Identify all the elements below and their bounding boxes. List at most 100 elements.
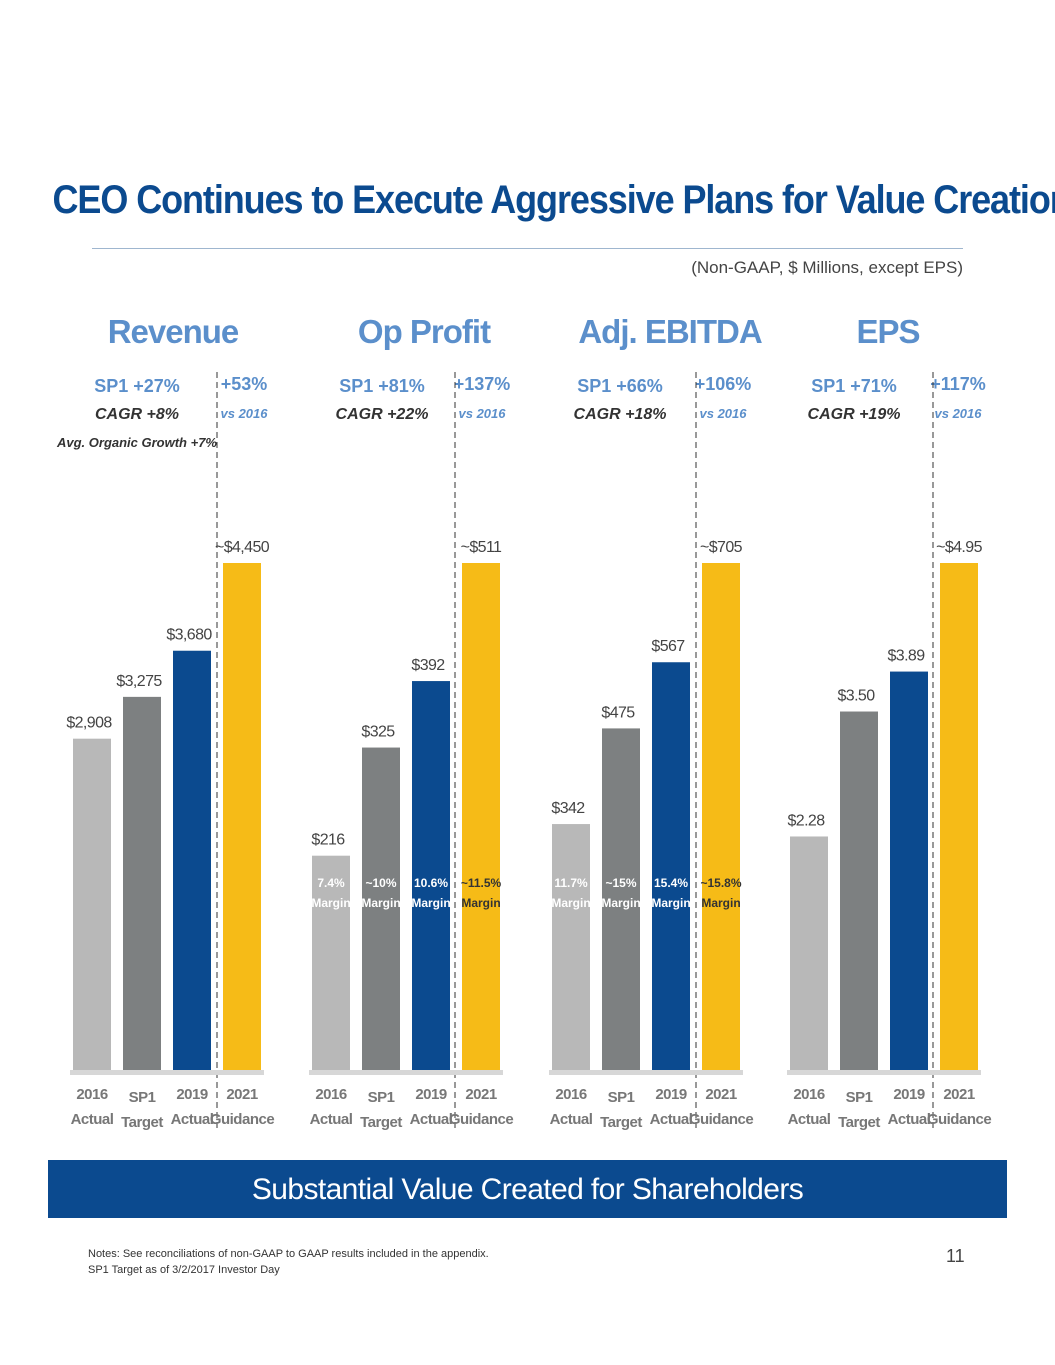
tick-label: SP1 [608, 1089, 635, 1106]
margin-label: 11.7% [554, 876, 588, 890]
margin-label: Margin [601, 896, 640, 910]
bar [412, 681, 450, 1070]
data-label: ~$4,450 [215, 539, 270, 556]
tick-label: 2019 [893, 1086, 925, 1103]
tick-label: 2019 [655, 1086, 687, 1103]
organic-growth-note: Avg. Organic Growth +7% [56, 435, 217, 450]
tick-label: Actual [650, 1111, 693, 1128]
tick-label: SP1 [368, 1089, 395, 1106]
tick-label: Guidance [449, 1111, 514, 1128]
tick-label: Actual [310, 1111, 353, 1128]
cagr-label: CAGR +22% [336, 406, 429, 423]
margin-label: ~15% [605, 876, 636, 890]
data-label: $475 [601, 704, 635, 721]
title-divider [92, 248, 963, 249]
vs-2016-growth: +117% [930, 374, 986, 394]
data-label: $216 [311, 832, 345, 849]
sp1-growth-label: SP1 +66% [577, 376, 663, 396]
data-label: ~$4.95 [936, 539, 982, 556]
data-label: ~$705 [700, 539, 743, 556]
tick-label: SP1 [846, 1089, 873, 1106]
sp1-growth-label: SP1 +71% [811, 376, 897, 396]
margin-label: ~10% [365, 876, 396, 890]
tick-label: Actual [171, 1111, 214, 1128]
sp1-growth-label: SP1 +27% [94, 376, 180, 396]
tick-label: 2021 [465, 1086, 497, 1103]
tick-label: Guidance [927, 1111, 992, 1128]
bar [652, 662, 690, 1070]
data-label: $2.28 [787, 812, 825, 829]
bar [173, 650, 211, 1070]
bar [73, 738, 111, 1070]
tick-label: Actual [410, 1111, 453, 1128]
axis-baseline [549, 1070, 743, 1075]
tick-label: 2021 [226, 1086, 258, 1103]
tick-label: Guidance [689, 1111, 754, 1128]
margin-label: 10.6% [414, 876, 448, 890]
tick-label: Actual [71, 1111, 114, 1128]
margin-label: Margin [311, 896, 350, 910]
axis-baseline [787, 1070, 981, 1075]
bar [552, 824, 590, 1070]
margin-label: Margin [651, 896, 690, 910]
vs-2016-growth: +106% [695, 374, 752, 394]
bar [462, 563, 500, 1070]
cagr-label: CAGR +8% [95, 406, 179, 423]
units-note: (Non-GAAP, $ Millions, except EPS) [691, 258, 963, 277]
footnote-line: Notes: See reconciliations of non-GAAP t… [88, 1248, 489, 1260]
bar [702, 563, 740, 1070]
tick-label: Actual [550, 1111, 593, 1128]
data-label: $392 [411, 657, 445, 674]
tick-label: 2016 [76, 1086, 108, 1103]
footnote-line: SP1 Target as of 3/2/2017 Investor Day [88, 1264, 280, 1276]
bar [223, 563, 261, 1070]
margin-label: Margin [551, 896, 590, 910]
margin-label: Margin [701, 896, 740, 910]
bar [602, 728, 640, 1070]
panel-title: Adj. EBITDA [578, 313, 761, 350]
tick-label: Target [600, 1114, 642, 1131]
data-label: $3.89 [887, 648, 925, 665]
data-label: $325 [361, 724, 395, 741]
data-label: $567 [651, 638, 685, 655]
vs-2016-caption: vs 2016 [221, 406, 269, 421]
data-label: $3,275 [116, 673, 162, 690]
data-label: $3.50 [837, 688, 875, 705]
data-label: $342 [551, 800, 585, 817]
panel-title: Revenue [108, 313, 239, 350]
tick-label: 2021 [943, 1086, 975, 1103]
data-label: $2,908 [66, 715, 112, 732]
margin-label: 15.4% [654, 876, 688, 890]
tick-label: 2016 [315, 1086, 347, 1103]
charts-area: Revenue SP1 +27% CAGR +8% Avg. Organic Grow… [56, 313, 992, 1131]
data-label: $3,680 [166, 627, 212, 644]
bar [790, 836, 828, 1070]
tick-label: SP1 [129, 1089, 156, 1106]
page-title: CEO Continues to Execute Aggressive Plan… [52, 178, 1055, 222]
bar [940, 563, 978, 1070]
vs-2016-caption: vs 2016 [935, 406, 983, 421]
bar [123, 696, 161, 1070]
vs-2016-growth: +137% [454, 374, 511, 394]
tick-label: Guidance [210, 1111, 275, 1128]
margin-label: Margin [461, 896, 500, 910]
cagr-label: CAGR +18% [574, 406, 667, 423]
margin-label: 7.4% [317, 876, 345, 890]
tick-label: Actual [788, 1111, 831, 1128]
tick-label: 2016 [793, 1086, 825, 1103]
axis-baseline [70, 1070, 264, 1075]
vs-2016-caption: vs 2016 [459, 406, 507, 421]
tick-label: Target [360, 1114, 402, 1131]
margin-label: Margin [361, 896, 400, 910]
tick-label: 2019 [415, 1086, 447, 1103]
bar [890, 671, 928, 1070]
margin-label: ~11.5% [461, 876, 502, 890]
tick-label: Target [121, 1114, 163, 1131]
margin-label: Margin [411, 896, 450, 910]
panel-title: EPS [856, 313, 919, 350]
bar [840, 711, 878, 1070]
bar [362, 747, 400, 1070]
data-label: ~$511 [461, 539, 502, 556]
axis-baseline [309, 1070, 503, 1075]
vs-2016-caption: vs 2016 [700, 406, 748, 421]
